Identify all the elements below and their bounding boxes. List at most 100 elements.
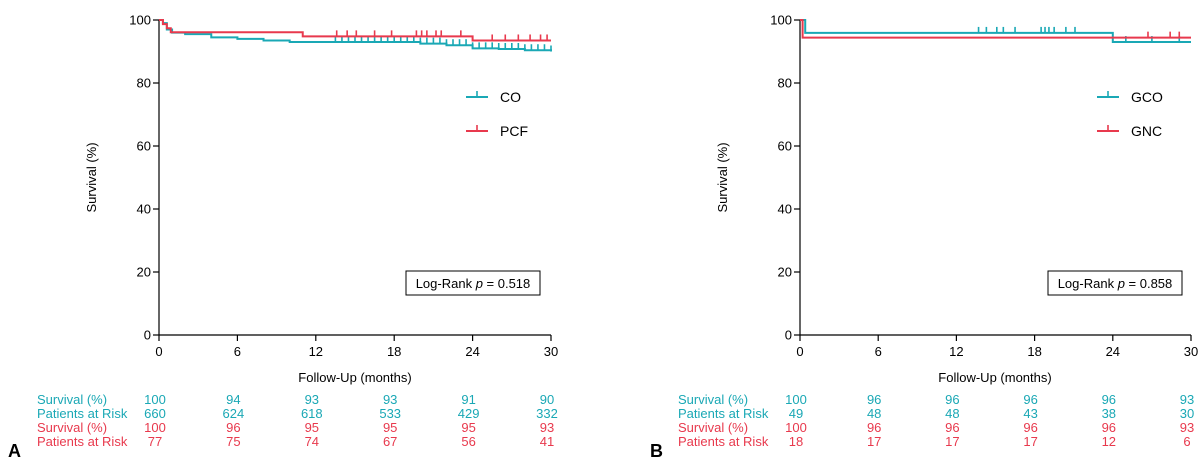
- y-tick-label: 80: [137, 76, 151, 91]
- panel-label: B: [650, 441, 663, 460]
- log-rank-p: p: [475, 276, 483, 291]
- x-tick-label: 0: [796, 344, 803, 359]
- risk-cell: 93: [540, 420, 554, 435]
- y-tick-label: 100: [129, 13, 151, 28]
- x-tick-label: 24: [1106, 344, 1120, 359]
- risk-cell: 96: [867, 420, 881, 435]
- risk-cell: 96: [1023, 392, 1037, 407]
- x-tick-label: 18: [387, 344, 401, 359]
- legend-label: GNC: [1131, 123, 1162, 139]
- risk-cell: 49: [789, 406, 803, 421]
- y-tick-label: 60: [137, 139, 151, 154]
- risk-cell: 100: [785, 420, 807, 435]
- x-tick-label: 6: [875, 344, 882, 359]
- y-axis-label: Survival (%): [715, 142, 730, 212]
- risk-cell: 93: [1180, 420, 1194, 435]
- risk-row-label: Survival (%): [37, 392, 107, 407]
- x-tick-label: 12: [309, 344, 323, 359]
- risk-cell: 95: [305, 420, 319, 435]
- risk-cell: 48: [867, 406, 881, 421]
- risk-row-label: Patients at Risk: [678, 434, 769, 449]
- log-rank-box: Log-Rank p = 0.518: [405, 270, 541, 296]
- survival-line-gco: [800, 19, 1191, 44]
- chart-panel-b: 0 20 40 60 80 100 0 6 12 18 24 30 Follow-Up (months)…: [650, 13, 1198, 460]
- log-rank-value: = 0.518: [483, 276, 530, 291]
- risk-cell: 91: [461, 392, 475, 407]
- series-pcf: [159, 19, 551, 42]
- risk-cell: 17: [867, 434, 881, 449]
- x-axis-label: Follow-Up (months): [938, 370, 1051, 385]
- log-rank-value: = 0.858: [1125, 276, 1172, 291]
- log-rank-text: Log-Rank p = 0.518: [416, 276, 531, 291]
- y-tick-label: 0: [144, 328, 151, 343]
- log-rank-text: Log-Rank p = 0.858: [1058, 276, 1173, 291]
- risk-cell: 77: [148, 434, 162, 449]
- risk-cell: 12: [1102, 434, 1116, 449]
- risk-cell: 533: [379, 406, 401, 421]
- risk-cell: 17: [945, 434, 959, 449]
- risk-row-label: Patients at Risk: [37, 434, 128, 449]
- risk-cell: 74: [305, 434, 319, 449]
- risk-cell: 93: [1180, 392, 1194, 407]
- risk-cell: 429: [458, 406, 480, 421]
- risk-cell: 332: [536, 406, 558, 421]
- series-gco: [800, 19, 1191, 44]
- risk-cell: 90: [540, 392, 554, 407]
- risk-cell: 95: [461, 420, 475, 435]
- y-tick-label: 60: [778, 139, 792, 154]
- risk-row-label: Patients at Risk: [37, 406, 128, 421]
- risk-cell: 96: [945, 392, 959, 407]
- risk-cell: 6: [1183, 434, 1190, 449]
- x-tick-label: 30: [544, 344, 558, 359]
- log-rank-prefix: Log-Rank: [416, 276, 476, 291]
- legend-label: PCF: [500, 123, 528, 139]
- risk-cell: 18: [789, 434, 803, 449]
- risk-cell: 38: [1102, 406, 1116, 421]
- x-tick-label: 0: [155, 344, 162, 359]
- legend-item-gnc: GNC: [1097, 123, 1162, 139]
- survival-line-gnc: [800, 19, 1191, 39]
- risk-cell: 100: [144, 392, 166, 407]
- risk-table: Survival (%) 100 94 93 93 91 90 Patients at Ris…: [37, 392, 558, 449]
- y-tick-label: 20: [778, 265, 792, 280]
- risk-table: Survival (%) 100 96 96 96 96 93 Patients at Ris…: [678, 392, 1194, 449]
- risk-cell: 660: [144, 406, 166, 421]
- log-rank-border: [405, 270, 541, 296]
- risk-row-label: Survival (%): [678, 420, 748, 435]
- survival-line-co: [159, 19, 552, 52]
- legend-label: CO: [500, 89, 521, 105]
- series-co: [159, 19, 552, 52]
- risk-cell: 48: [945, 406, 959, 421]
- risk-row-label: Patients at Risk: [678, 406, 769, 421]
- y-tick-label: 80: [778, 76, 792, 91]
- risk-cell: 618: [301, 406, 323, 421]
- risk-cell: 94: [226, 392, 240, 407]
- legend-item-pcf: PCF: [466, 123, 528, 139]
- y-tick-label: 100: [770, 13, 792, 28]
- x-tick-label: 30: [1184, 344, 1198, 359]
- y-axis-label: Survival (%): [84, 142, 99, 212]
- risk-cell: 100: [144, 420, 166, 435]
- risk-row-label: Survival (%): [37, 420, 107, 435]
- risk-cell: 96: [945, 420, 959, 435]
- risk-row-label: Survival (%): [678, 392, 748, 407]
- x-tick-label: 18: [1027, 344, 1041, 359]
- risk-cell: 43: [1023, 406, 1037, 421]
- x-axis-label: Follow-Up (months): [298, 370, 411, 385]
- survival-line-pcf: [159, 19, 551, 42]
- x-tick-label: 12: [949, 344, 963, 359]
- y-tick-label: 40: [778, 202, 792, 217]
- legend-item-co: CO: [466, 89, 521, 105]
- risk-cell: 624: [223, 406, 245, 421]
- risk-cell: 96: [1102, 392, 1116, 407]
- risk-cell: 96: [1102, 420, 1116, 435]
- x-tick-label: 24: [465, 344, 479, 359]
- risk-cell: 93: [383, 392, 397, 407]
- risk-cell: 17: [1023, 434, 1037, 449]
- legend-label: GCO: [1131, 89, 1163, 105]
- y-tick-label: 20: [137, 265, 151, 280]
- risk-cell: 96: [226, 420, 240, 435]
- risk-cell: 96: [1023, 420, 1037, 435]
- chart-panel-a: 0 20 40 60 80 100 0 6 12 18 24 30 Follow-Up (months)…: [8, 13, 558, 460]
